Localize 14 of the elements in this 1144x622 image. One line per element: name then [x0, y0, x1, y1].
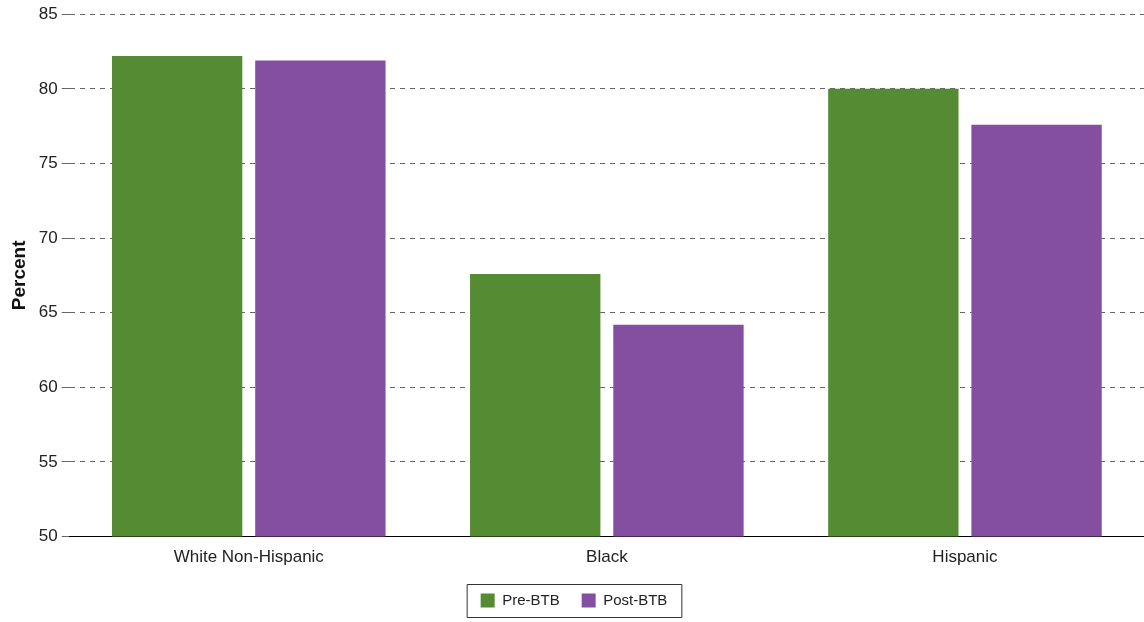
x-tick-label: Black — [586, 547, 629, 567]
x-tick-label: Hispanic — [932, 547, 999, 567]
x-tick-label: White Non-Hispanic — [173, 547, 325, 567]
y-tick-label: 50 — [38, 526, 58, 546]
y-tick-label: 75 — [38, 153, 58, 173]
y-tick-label: 70 — [38, 227, 58, 247]
y-tick-label: 80 — [38, 78, 58, 98]
y-axis-title: Percent — [7, 239, 29, 311]
y-tick-label: 85 — [38, 3, 58, 23]
y-tick-label: 60 — [38, 377, 58, 397]
legend-label: Post-BTB — [603, 590, 668, 608]
y-tick-label: 65 — [38, 302, 58, 322]
y-tick-label: 55 — [38, 451, 58, 471]
legend-label: Pre-BTB — [502, 590, 560, 608]
